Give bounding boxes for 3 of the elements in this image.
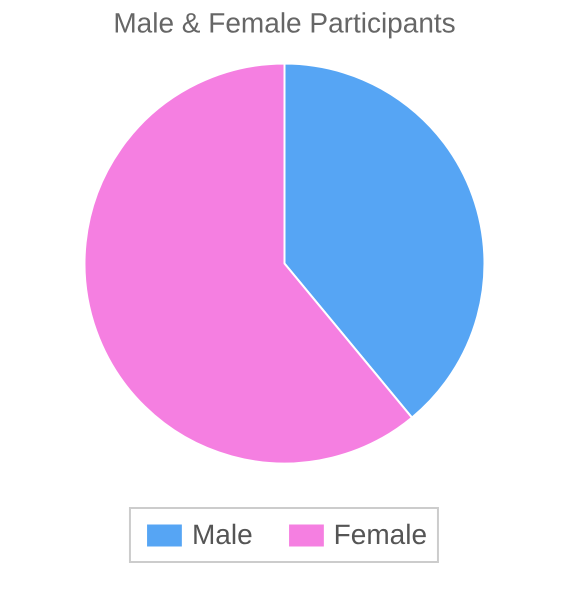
- legend-label: Male: [192, 519, 253, 551]
- legend-label: Female: [334, 519, 428, 551]
- chart-title: Male & Female Participants: [113, 8, 456, 38]
